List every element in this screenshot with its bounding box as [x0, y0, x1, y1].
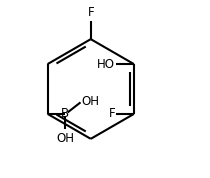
- Text: F: F: [87, 6, 94, 19]
- Text: HO: HO: [97, 57, 115, 71]
- Text: B: B: [61, 107, 70, 121]
- Text: OH: OH: [56, 132, 74, 145]
- Text: F: F: [109, 107, 115, 121]
- Text: OH: OH: [81, 95, 99, 108]
